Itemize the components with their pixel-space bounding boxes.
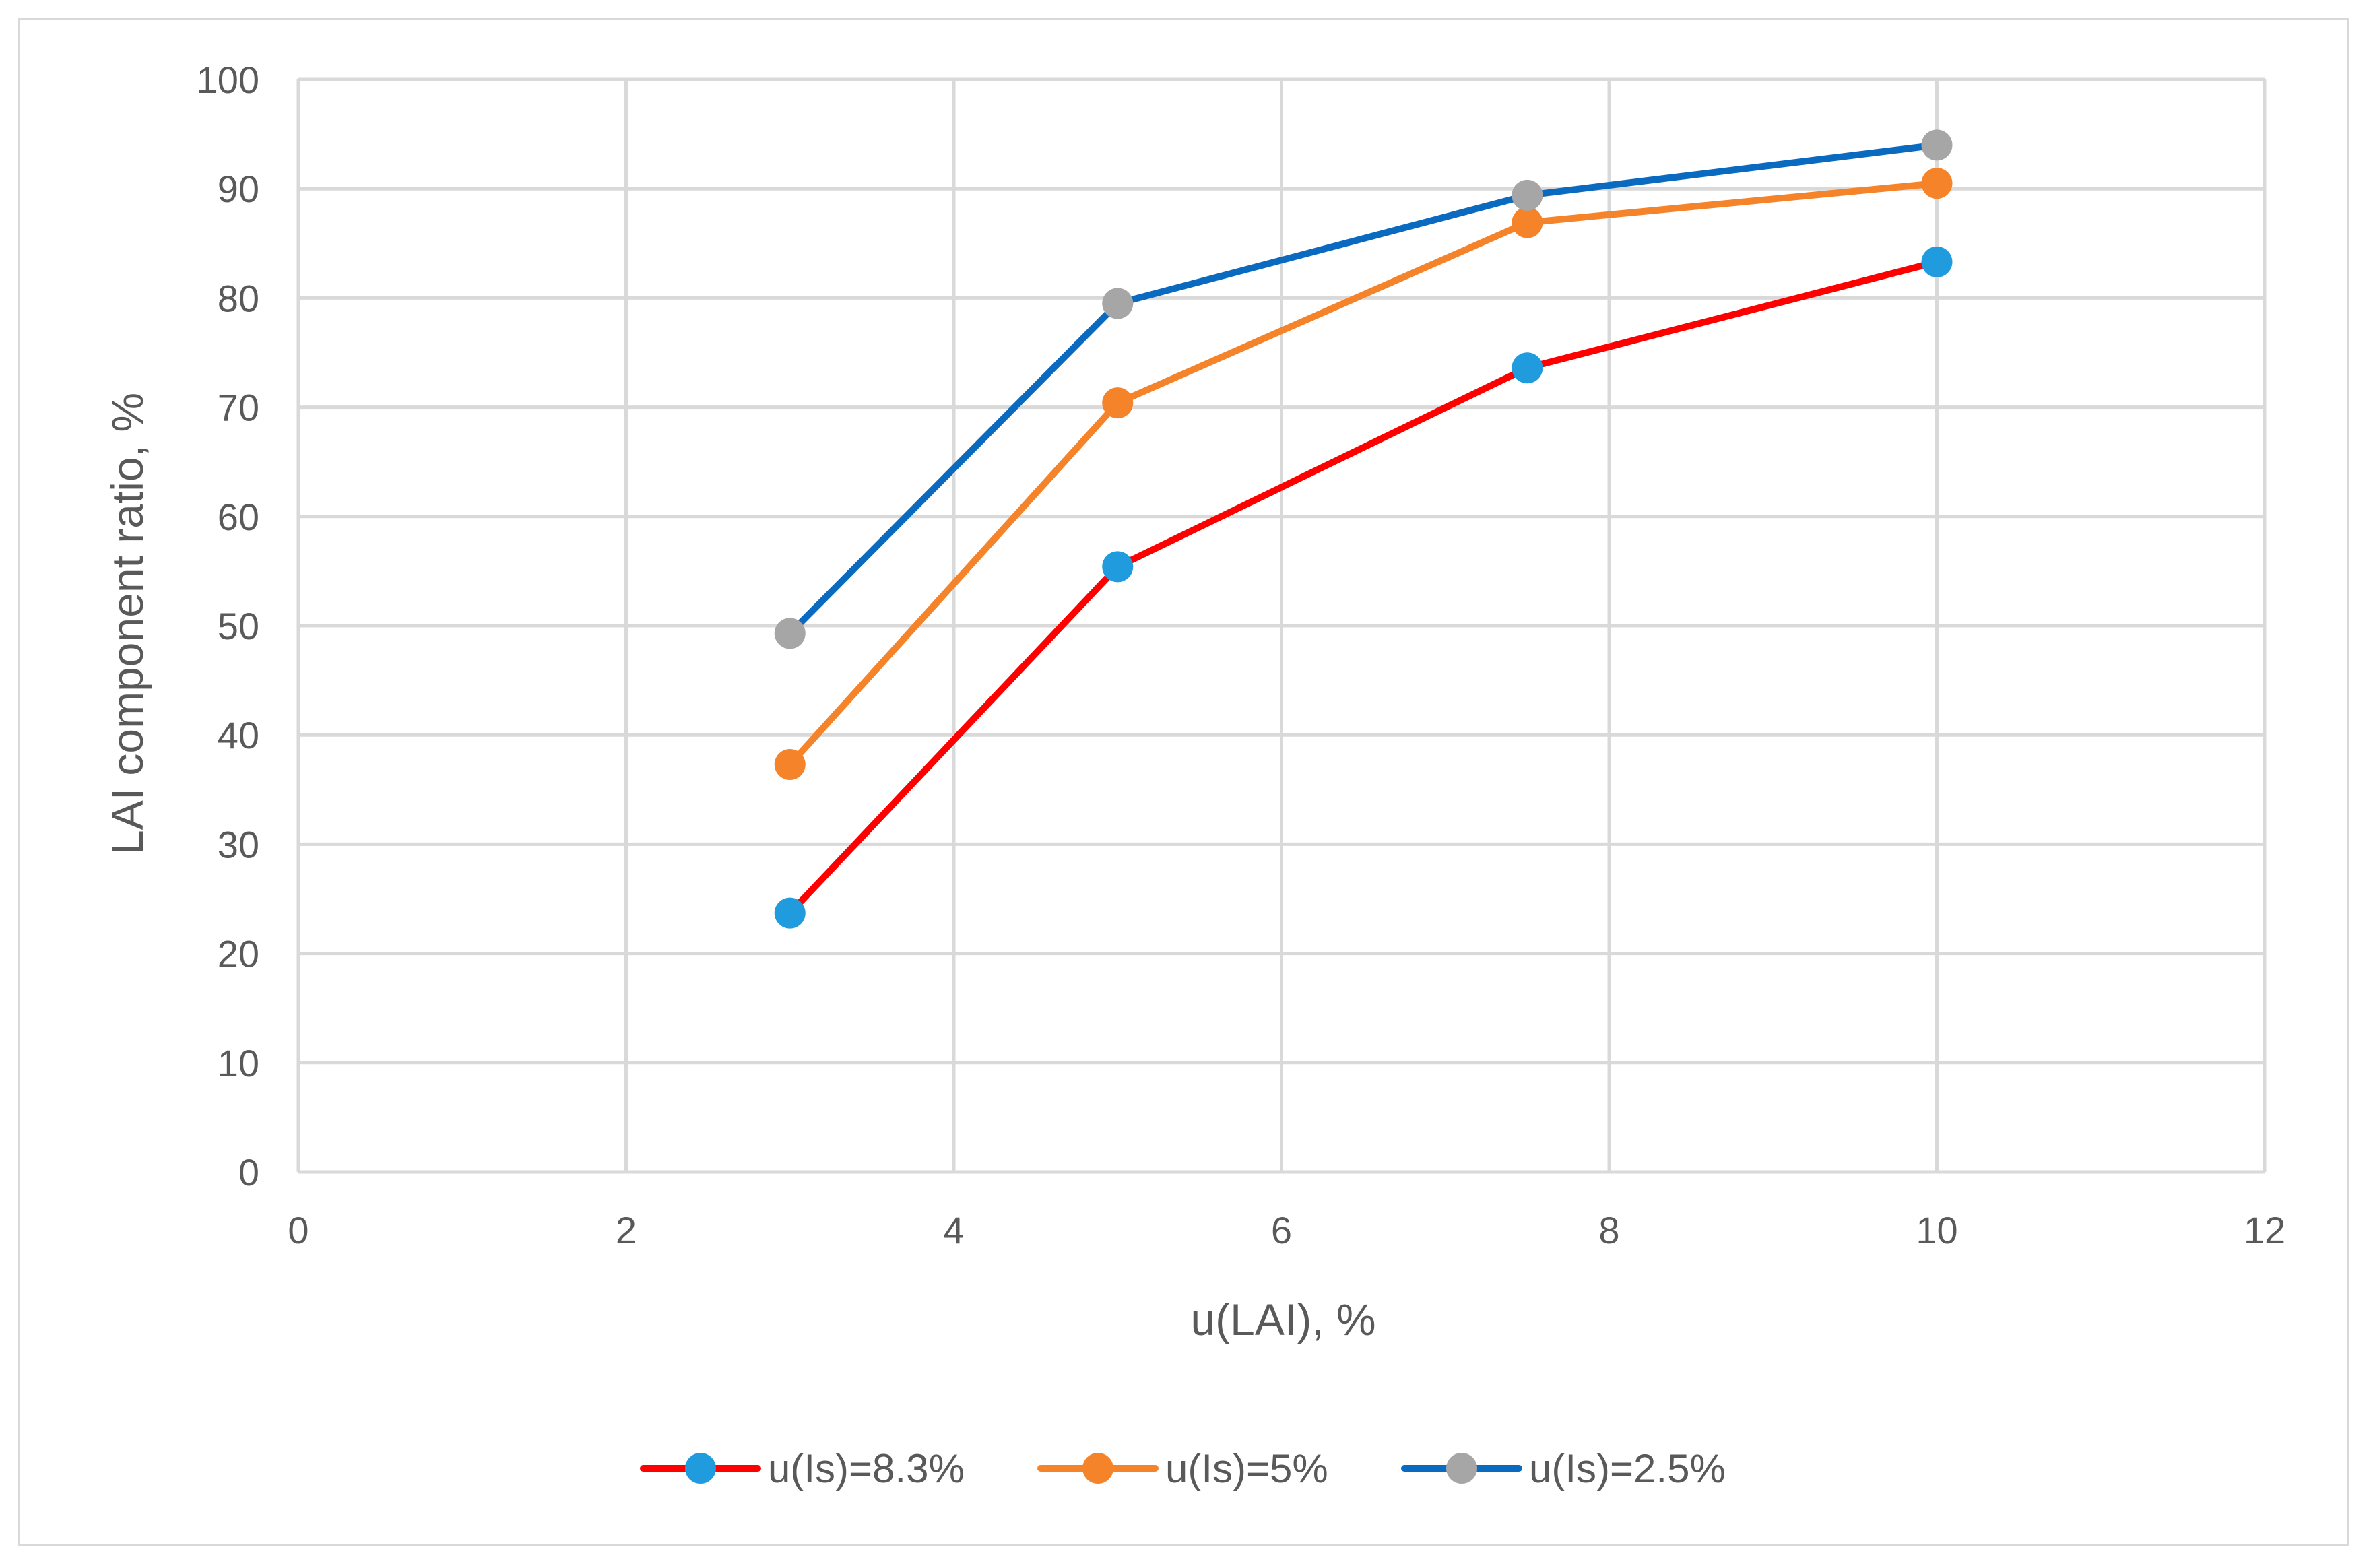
data-point: [774, 618, 806, 649]
y-tick-label: 20: [218, 933, 259, 975]
data-point: [1921, 129, 1953, 161]
legend-marker-swatch: [685, 1453, 716, 1484]
data-point: [1921, 246, 1953, 277]
y-tick-label: 100: [197, 59, 259, 101]
data-point: [774, 748, 806, 780]
data-point: [1102, 387, 1134, 419]
legend-marker-swatch: [1446, 1453, 1477, 1484]
series-1: [774, 246, 1953, 929]
x-tick-label: 12: [2244, 1209, 2285, 1251]
legend-item: u(Is)=5%: [1037, 1446, 1328, 1491]
series-line: [786, 141, 1941, 637]
data-point: [1921, 168, 1953, 199]
y-tick-label: 0: [238, 1151, 259, 1194]
x-tick-label: 0: [288, 1209, 309, 1251]
y-tick-label: 40: [218, 714, 259, 756]
legend-marker-swatch: [1082, 1453, 1113, 1484]
series-line: [786, 180, 1941, 768]
legend: u(Is)=8.3% u(Is)=5% u(Is)=2.5%: [640, 1446, 1726, 1491]
data-point: [1102, 551, 1134, 583]
series-3: [774, 129, 1953, 649]
chart-frame: [18, 18, 2349, 1546]
x-tick-label: 4: [943, 1209, 964, 1251]
data-point: [1512, 207, 1543, 238]
legend-label: u(Is)=8.3%: [768, 1446, 965, 1491]
legend-label: u(Is)=2.5%: [1529, 1446, 1726, 1491]
series-layer: [774, 129, 1953, 929]
x-tick-label: 6: [1271, 1209, 1292, 1251]
x-tick-label: 2: [616, 1209, 637, 1251]
y-tick-label: 90: [218, 168, 259, 210]
y-tick-label: 30: [218, 823, 259, 865]
legend-label: u(Is)=5%: [1165, 1446, 1328, 1491]
series-2: [774, 168, 1953, 780]
x-tick-label: 8: [1598, 1209, 1619, 1251]
data-point: [1102, 288, 1134, 319]
x-axis-title: u(LAI), %: [1190, 1295, 1375, 1344]
tick-labels: 0 10 20 30 40 50 60 70 80 90 100 0 2 4 6 8 10 12: [197, 59, 2286, 1251]
data-point: [774, 897, 806, 929]
y-tick-label: 70: [218, 387, 259, 429]
y-tick-label: 50: [218, 605, 259, 647]
legend-item: u(Is)=8.3%: [640, 1446, 965, 1491]
y-tick-label: 80: [218, 277, 259, 319]
y-tick-label: 60: [218, 496, 259, 538]
y-tick-label: 10: [218, 1042, 259, 1084]
x-tick-label: 10: [1916, 1209, 1957, 1251]
series-line: [786, 258, 1941, 917]
data-point: [1512, 179, 1543, 211]
data-point: [1512, 352, 1543, 384]
grid-layer: [298, 77, 2267, 1172]
axis-layer: [296, 79, 2265, 1174]
y-axis-title: LAI component ratio, %: [102, 393, 152, 855]
legend-item: u(Is)=2.5%: [1401, 1446, 1726, 1491]
